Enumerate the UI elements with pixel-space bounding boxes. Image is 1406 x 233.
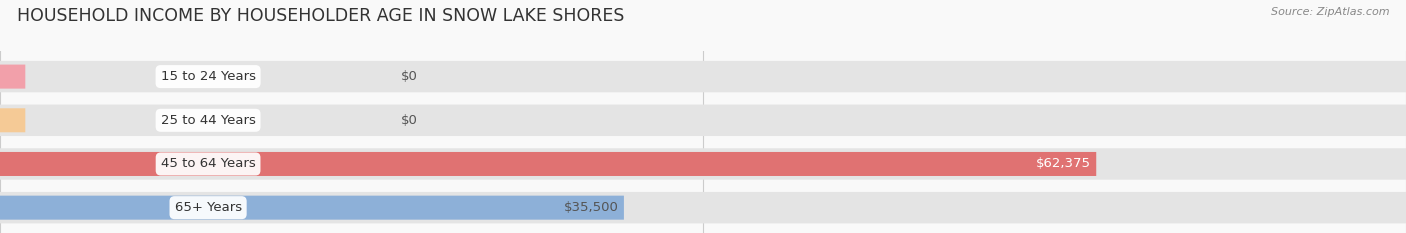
FancyBboxPatch shape [0, 196, 624, 220]
FancyBboxPatch shape [0, 108, 25, 132]
Text: $62,375: $62,375 [1036, 158, 1091, 171]
FancyBboxPatch shape [0, 105, 1406, 136]
Text: $0: $0 [401, 70, 418, 83]
Text: HOUSEHOLD INCOME BY HOUSEHOLDER AGE IN SNOW LAKE SHORES: HOUSEHOLD INCOME BY HOUSEHOLDER AGE IN S… [17, 7, 624, 25]
FancyBboxPatch shape [0, 152, 1097, 176]
Text: 45 to 64 Years: 45 to 64 Years [160, 158, 256, 171]
FancyBboxPatch shape [0, 192, 1406, 223]
Text: 65+ Years: 65+ Years [174, 201, 242, 214]
Text: Source: ZipAtlas.com: Source: ZipAtlas.com [1271, 7, 1389, 17]
FancyBboxPatch shape [0, 61, 1406, 92]
Text: $0: $0 [401, 114, 418, 127]
Text: 15 to 24 Years: 15 to 24 Years [160, 70, 256, 83]
Text: $35,500: $35,500 [564, 201, 619, 214]
Text: 25 to 44 Years: 25 to 44 Years [160, 114, 256, 127]
FancyBboxPatch shape [0, 65, 25, 89]
FancyBboxPatch shape [0, 148, 1406, 180]
